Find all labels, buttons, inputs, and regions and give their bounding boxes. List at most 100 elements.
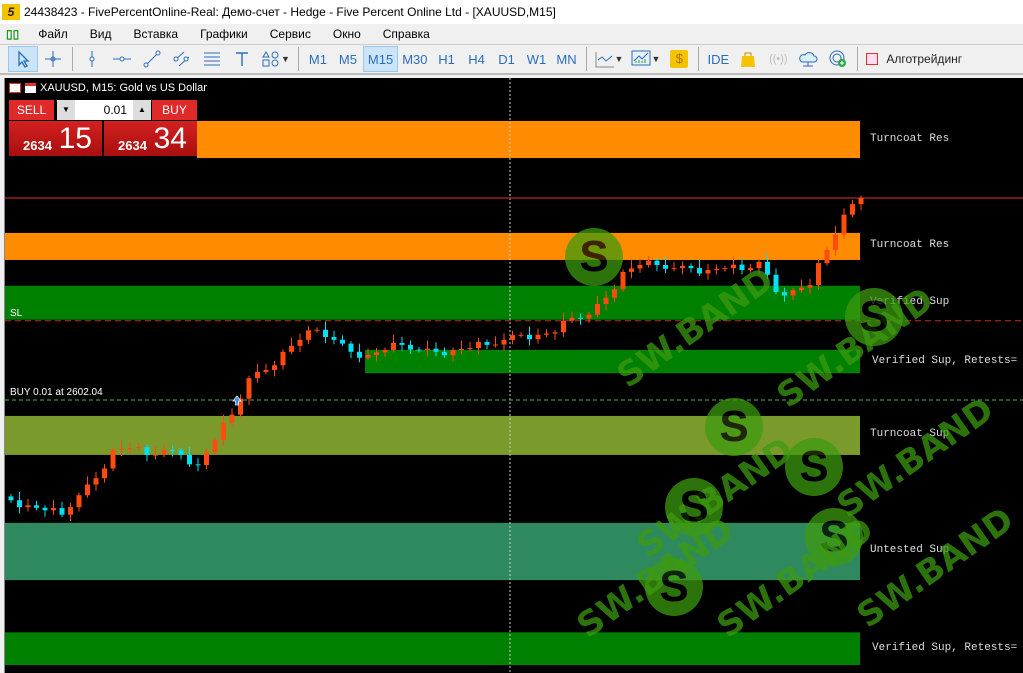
algo-trading-label: Алготрейдинг [886, 52, 963, 66]
signals-icon[interactable]: ((•)) [769, 53, 788, 65]
cursor-tool-icon[interactable] [8, 46, 38, 72]
candle-body [42, 507, 48, 511]
chart-symbol-title: XAUUSD, M15: Gold vs US Dollar [40, 82, 207, 94]
trendline-tool-icon[interactable] [137, 46, 167, 72]
candle-body [858, 198, 864, 205]
text-tool-icon[interactable] [227, 46, 257, 72]
candle-body [544, 333, 549, 335]
candle-body [595, 303, 600, 315]
menu-view[interactable]: Вид [89, 27, 112, 41]
candle-body [212, 439, 218, 453]
candle-body [552, 332, 558, 334]
shapes-tool-icon[interactable]: ▼ [257, 46, 294, 72]
candle-body [204, 452, 209, 466]
candle-body [646, 260, 651, 265]
buy-price-button[interactable]: 2634 34 [104, 121, 197, 156]
candle-body [153, 454, 158, 456]
candle-body [756, 261, 762, 269]
lot-size-input[interactable]: 0.01 [103, 103, 127, 117]
toolbar-divider [698, 47, 700, 71]
timeframe-m15[interactable]: M15 [362, 46, 399, 72]
candle-body [263, 370, 269, 372]
menu-insert[interactable]: Вставка [133, 27, 179, 41]
zone-label: Turncoat Res [870, 132, 950, 145]
chart-list-icon[interactable] [9, 83, 21, 93]
timeframe-m5[interactable]: M5 [338, 51, 357, 67]
candle-body [17, 500, 22, 508]
algo-trading-checkbox-icon[interactable] [866, 53, 879, 65]
menu-tools[interactable]: Сервис [269, 27, 311, 41]
candle-body [59, 508, 65, 515]
lot-size-stepper[interactable]: ▼ 0.01 ▲ [57, 100, 151, 120]
timeframe-d1[interactable]: D1 [498, 51, 515, 67]
lot-decrease-icon[interactable]: ▼ [57, 100, 75, 120]
candle-body [170, 449, 175, 451]
buy-arrow-icon [232, 395, 242, 406]
buy-button[interactable]: BUY [152, 100, 197, 120]
candle-body [382, 349, 388, 353]
algo-trading-toggle[interactable]: Алготрейдинг [866, 52, 962, 66]
timeframe-h4[interactable]: H4 [468, 51, 485, 67]
timeframe-m1[interactable]: M1 [308, 51, 327, 67]
lot-increase-icon[interactable]: ▲ [133, 100, 151, 120]
candle-body [612, 289, 617, 298]
chart-header: XAUUSD, M15: Gold vs US Dollar [9, 82, 207, 94]
price-chart[interactable]: Turncoat Res Turncoat Res Verified Sup Veri… [4, 78, 1023, 673]
title-bar: 5 24438423 - FivePercentOnline-Real: Дем… [0, 0, 1023, 24]
toolbar-divider [72, 47, 73, 71]
chart-type-icon[interactable]: ▼ [591, 46, 628, 72]
candle-body [799, 287, 804, 291]
cloud-icon[interactable] [793, 46, 823, 72]
candle-body [731, 264, 736, 269]
chart-canvas[interactable] [5, 78, 1023, 673]
candle-body [255, 371, 260, 379]
candle-body [51, 508, 56, 511]
candle-body [518, 334, 524, 336]
menu-help[interactable]: Справка [382, 27, 430, 41]
candle-body [408, 344, 413, 350]
crosshair-tool-icon[interactable] [38, 46, 68, 72]
candle-body [850, 204, 855, 215]
candle-body [161, 449, 167, 455]
candle-body [739, 264, 745, 271]
zone-label: Turncoat Sup [870, 428, 950, 441]
candle-body [484, 342, 490, 345]
candle-body [561, 320, 566, 333]
zone-verified-sup-retests- [365, 349, 860, 374]
zone-verified-sup-retests- [5, 632, 860, 666]
candle-body [450, 349, 456, 356]
dollar-icon[interactable]: $ [664, 46, 694, 72]
horizontal-line-tool-icon[interactable] [107, 46, 137, 72]
candle-body [765, 261, 770, 275]
timeframe-mn[interactable]: MN [556, 51, 577, 67]
timeframe-w1[interactable]: W1 [526, 51, 547, 67]
sell-price-button[interactable]: 2634 15 [9, 121, 102, 156]
ide-button[interactable]: IDE [707, 51, 730, 67]
zone-turncoat-res [197, 120, 860, 159]
candle-body [280, 351, 286, 366]
menu-charts[interactable]: Графики [200, 27, 248, 41]
market-bag-icon[interactable] [733, 46, 763, 72]
indicators-icon[interactable]: ▼ [627, 46, 664, 72]
candle-body [654, 260, 660, 265]
zone-label: Turncoat Res [870, 239, 950, 252]
candle-body [527, 334, 532, 340]
candle-body [833, 234, 838, 250]
vps-icon[interactable] [823, 46, 853, 72]
timeframe-h1[interactable]: H1 [438, 51, 455, 67]
candle-body [365, 354, 371, 358]
chart-save-icon[interactable] [25, 83, 36, 93]
sell-button[interactable]: SELL [9, 100, 54, 120]
candle-body [357, 351, 362, 358]
zone-label: Verified Sup [870, 295, 950, 308]
fibonacci-tool-icon[interactable] [197, 46, 227, 72]
menu-window[interactable]: Окно [332, 27, 361, 41]
zone-label: Verified Sup, Retests= [872, 641, 1018, 654]
menu-file[interactable]: Файл [38, 27, 68, 41]
vertical-line-tool-icon[interactable] [77, 46, 107, 72]
timeframe-m30[interactable]: M30 [402, 51, 428, 67]
chart-window-icon[interactable]: ▯▯ [6, 27, 20, 41]
channel-tool-icon[interactable] [167, 46, 197, 72]
bid-price-prefix: 2634 [23, 138, 52, 153]
zone-verified-sup [5, 285, 860, 320]
